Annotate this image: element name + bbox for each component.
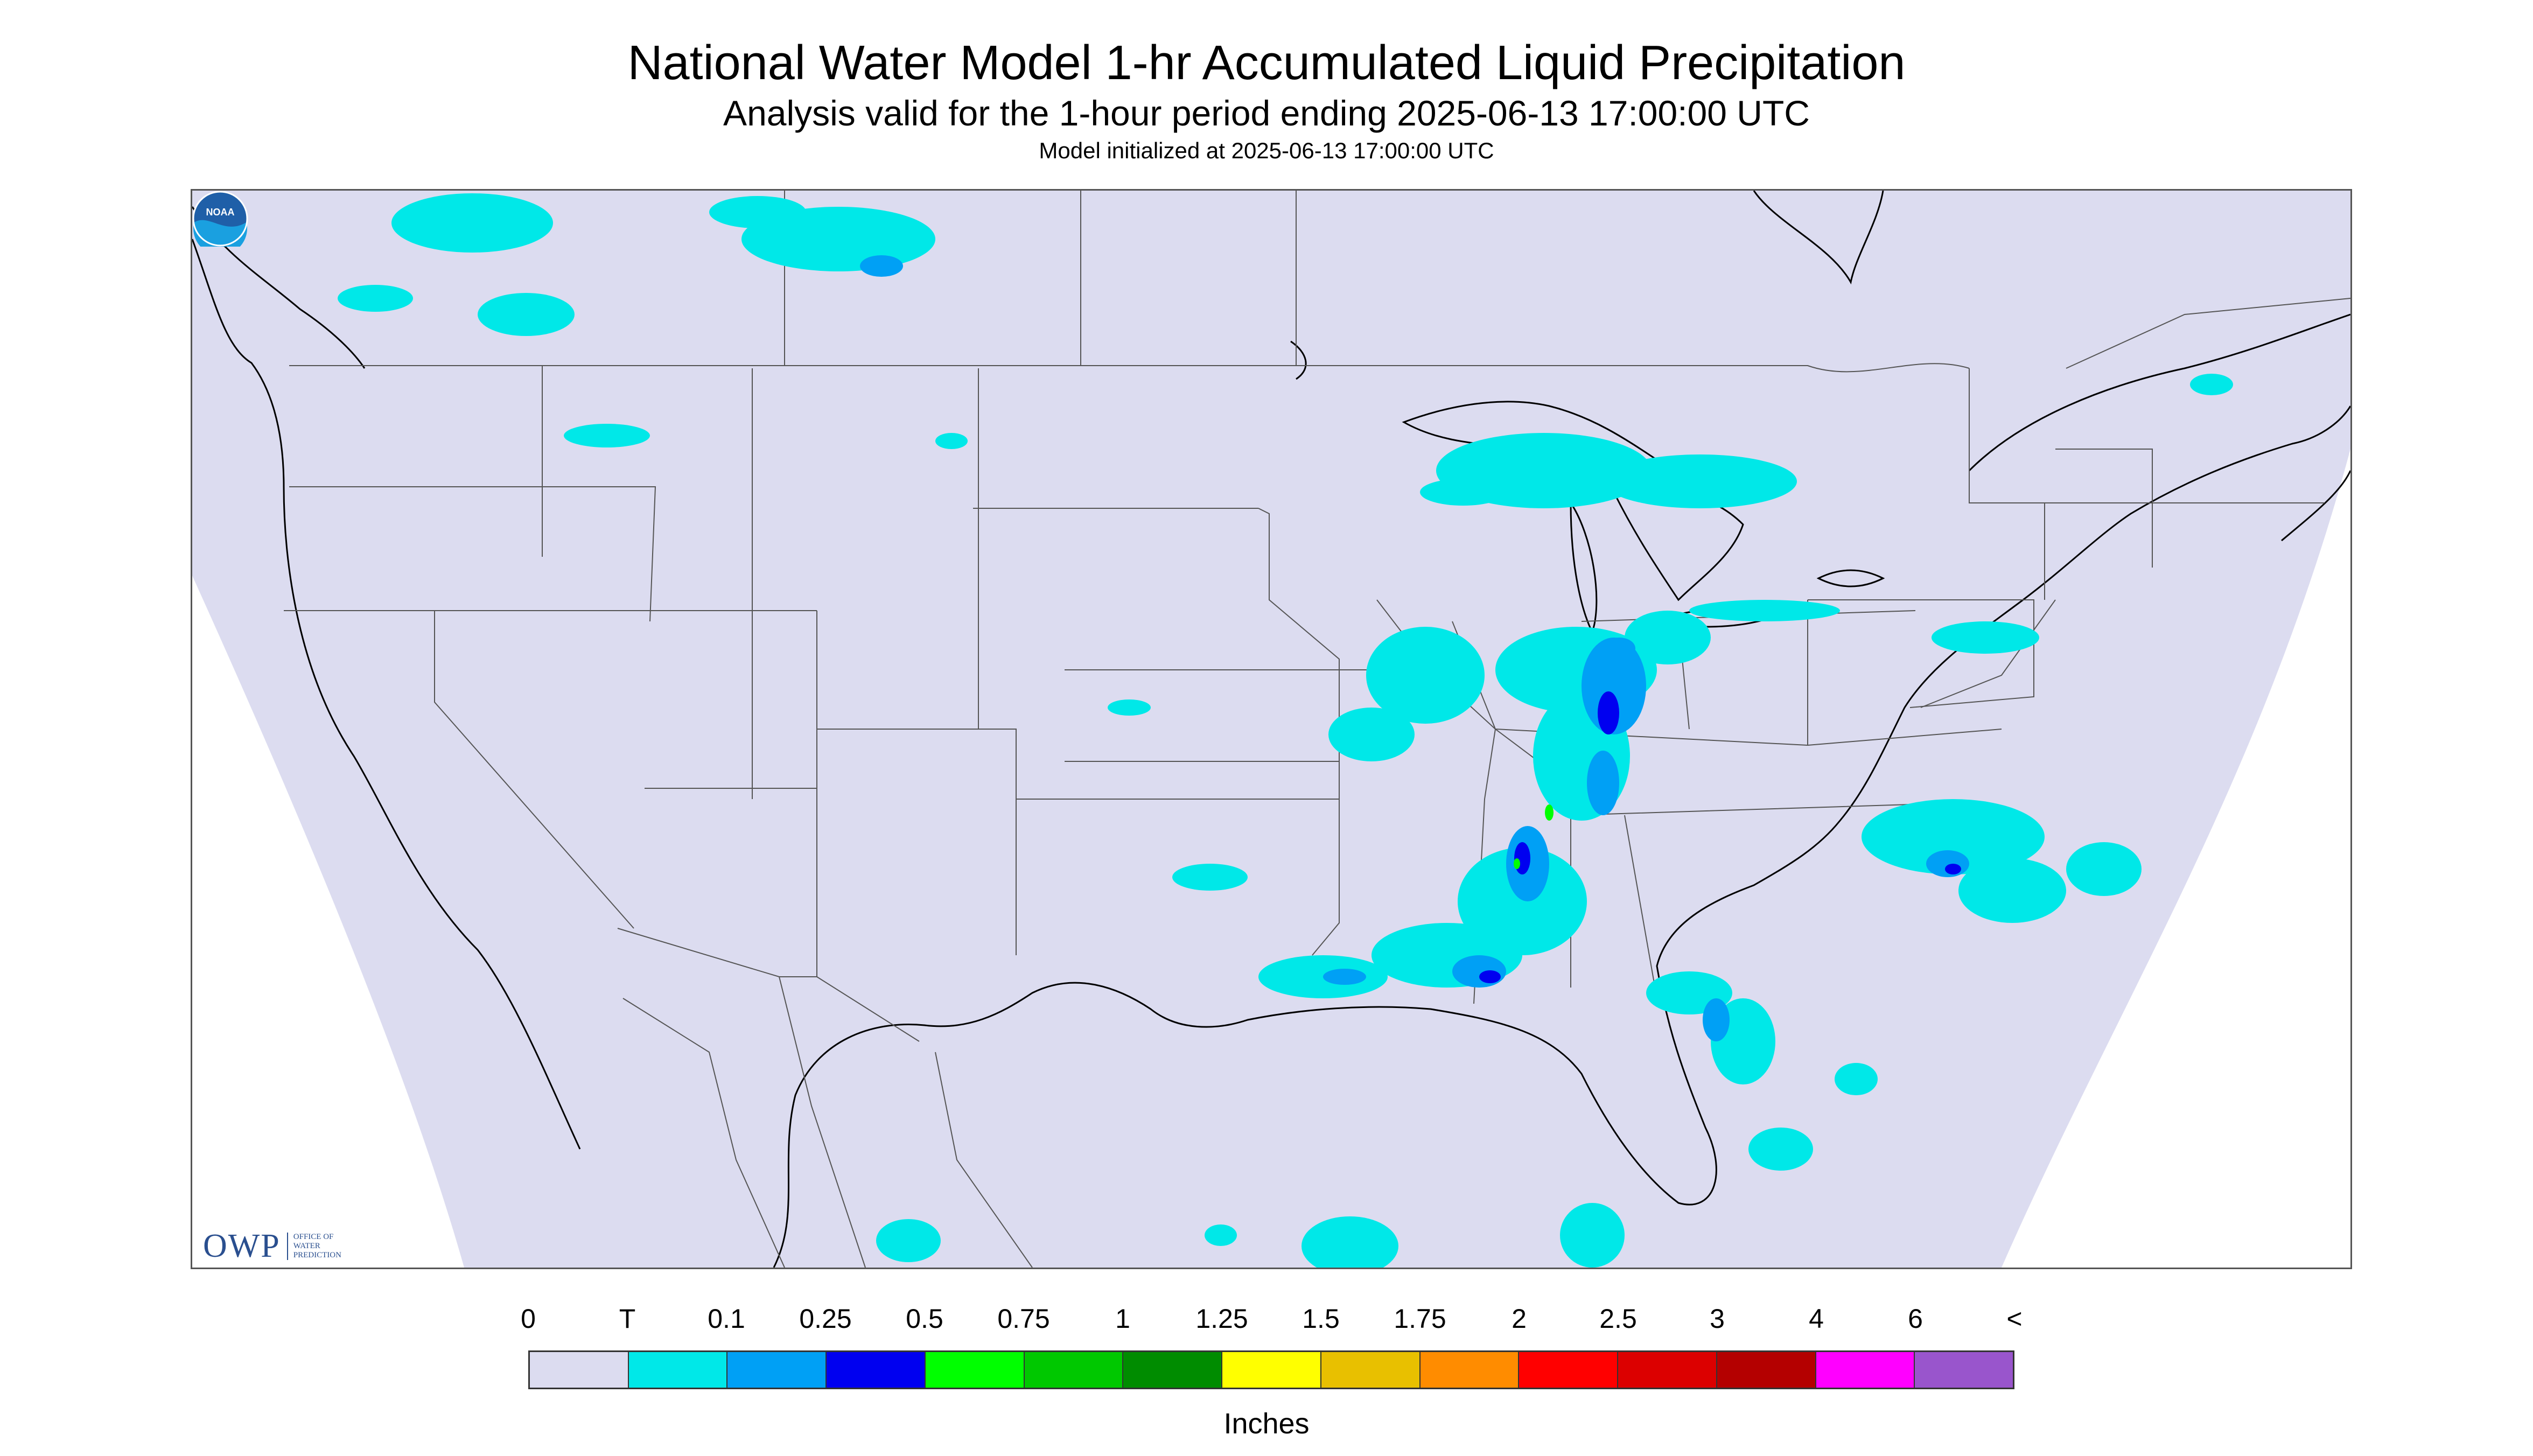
political-boundaries xyxy=(284,191,2350,1268)
legend-swatch-11 xyxy=(1618,1352,1717,1388)
legend-label-15: < xyxy=(2006,1304,2023,1334)
precip-half xyxy=(1514,804,1554,869)
legend-label-9: 1.75 xyxy=(1394,1304,1446,1334)
legend-swatch-6 xyxy=(1123,1352,1223,1388)
map-subtitle: Analysis valid for the 1-hour period end… xyxy=(723,93,1810,133)
legend-label-12: 3 xyxy=(1710,1304,1725,1334)
owp-sub-line-1: OFFICE OF xyxy=(293,1233,334,1241)
owp-logo: OWP OFFICE OF WATER PREDICTION xyxy=(203,1227,374,1265)
legend-label-6: 1 xyxy=(1115,1304,1130,1334)
owp-mark: OWP xyxy=(203,1228,281,1264)
noaa-logo-icon: NOAA xyxy=(192,191,248,247)
legend-label-5: 0.75 xyxy=(997,1304,1050,1334)
legend-swatch-1 xyxy=(628,1352,728,1388)
legend-swatch-2 xyxy=(727,1352,827,1388)
legend-swatch-12 xyxy=(1717,1352,1816,1388)
legend-swatch-4 xyxy=(925,1352,1025,1388)
legend-label-11: 2.5 xyxy=(1599,1304,1637,1334)
legend-swatch-0 xyxy=(530,1352,629,1388)
svg-text:NOAA: NOAA xyxy=(206,207,235,218)
legend-label-3: 0.25 xyxy=(799,1304,852,1334)
legend-label-4: 0.5 xyxy=(906,1304,943,1334)
legend-label-0: 0 xyxy=(521,1304,536,1334)
precip-trace xyxy=(338,193,2233,1268)
model-domain xyxy=(192,191,2350,1268)
precipitation-map[interactable]: OWP OFFICE OF WATER PREDICTION NOAA xyxy=(191,189,2352,1269)
map-canvas xyxy=(192,191,2350,1268)
legend-units: Inches xyxy=(1223,1408,1310,1440)
legend-label-7: 1.25 xyxy=(1195,1304,1248,1334)
owp-sub-line-3: PREDICTION xyxy=(293,1251,341,1259)
model-init-line: Model initialized at 2025-06-13 17:00:00… xyxy=(1039,138,1494,163)
legend-swatch-13 xyxy=(1816,1352,1915,1388)
precip-legend xyxy=(528,1350,2014,1389)
legend-label-13: 4 xyxy=(1809,1304,1824,1334)
legend-swatch-8 xyxy=(1321,1352,1421,1388)
legend-swatch-9 xyxy=(1420,1352,1520,1388)
legend-swatch-10 xyxy=(1519,1352,1619,1388)
map-title: National Water Model 1-hr Accumulated Li… xyxy=(627,36,1906,90)
legend-label-1: T xyxy=(619,1304,636,1334)
legend-label-14: 6 xyxy=(1908,1304,1923,1334)
legend-swatch-5 xyxy=(1024,1352,1124,1388)
legend-label-10: 2 xyxy=(1512,1304,1527,1334)
owp-subtitle: OFFICE OF WATER PREDICTION xyxy=(286,1233,374,1260)
legend-swatch-7 xyxy=(1222,1352,1321,1388)
legend-label-2: 0.1 xyxy=(708,1304,745,1334)
legend-swatch-3 xyxy=(827,1352,926,1388)
legend-swatch-14 xyxy=(1915,1352,2013,1388)
legend-label-8: 1.5 xyxy=(1302,1304,1340,1334)
owp-sub-line-2: WATER xyxy=(293,1242,320,1250)
